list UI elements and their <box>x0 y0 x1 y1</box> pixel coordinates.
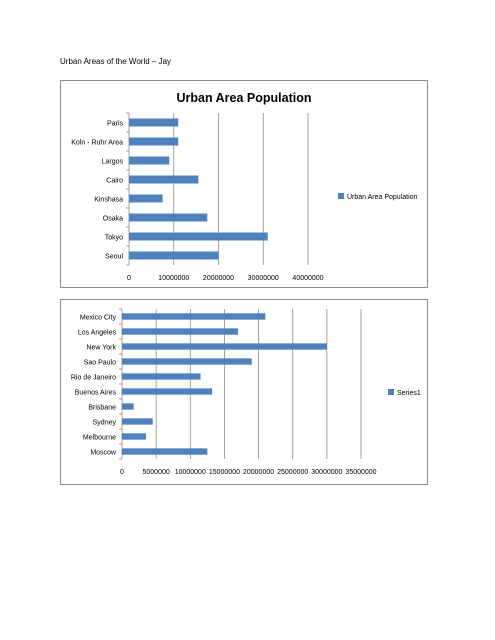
bar <box>129 175 199 184</box>
category-label: Koln - Ruhr Area <box>71 139 123 146</box>
x-tick-label: 5000000 <box>143 469 170 476</box>
bar <box>129 232 268 241</box>
bar <box>129 251 219 260</box>
legend-label: Series1 <box>397 390 421 397</box>
bar <box>122 403 134 410</box>
bar <box>129 118 179 127</box>
category-label: Brisbane <box>88 404 116 411</box>
x-tick-label: 10000000 <box>175 469 206 476</box>
category-label: Seoul <box>105 253 123 260</box>
category-label: New York <box>86 344 116 351</box>
category-label: Sydney <box>93 419 117 426</box>
x-tick-label: 20000000 <box>203 275 234 282</box>
category-label: Sao Paulo <box>84 359 116 366</box>
bar <box>129 213 208 222</box>
category-label: Tokyo <box>105 234 123 241</box>
x-tick-label: 20000000 <box>243 469 274 476</box>
x-tick-label: 40000000 <box>292 275 323 282</box>
x-tick-label: 30000000 <box>311 469 342 476</box>
x-tick-label: 0 <box>127 275 131 282</box>
category-label: Cairo <box>106 177 123 184</box>
bar <box>122 373 201 380</box>
x-tick-label: 10000000 <box>158 275 189 282</box>
chart-title: Urban Area Population <box>177 91 312 105</box>
category-label: Largos <box>102 158 124 165</box>
category-label: Melbourne <box>83 434 116 441</box>
chart-1-svg: Urban Area Population Paris Koln - Ruhr A… <box>71 91 418 282</box>
category-label: Rio de Janeiro <box>71 374 116 381</box>
bar <box>122 313 266 320</box>
x-tick-label: 15000000 <box>209 469 240 476</box>
urban-area-population-chart: Urban Area Population Paris Koln - Ruhr A… <box>60 80 428 288</box>
category-label: Kinshasa <box>94 196 123 203</box>
bar <box>129 137 179 146</box>
x-tick-label: 30000000 <box>248 275 279 282</box>
category-label: Paris <box>107 120 123 127</box>
legend-swatch <box>338 193 344 199</box>
x-tick-label: 35000000 <box>345 469 376 476</box>
bar <box>122 418 153 425</box>
category-label: Buenos Aires <box>75 389 117 396</box>
category-label: Mexico City <box>80 314 117 321</box>
bar <box>122 388 213 395</box>
bar <box>122 433 146 440</box>
x-tick-label: 25000000 <box>277 469 308 476</box>
bar <box>122 358 252 365</box>
bar <box>122 448 208 455</box>
document-title: Urban Areas of the World – Jay <box>60 57 172 66</box>
category-label: Osaka <box>103 215 123 222</box>
category-label: Los Angeles <box>78 329 117 336</box>
bar <box>122 328 239 335</box>
cities-series1-chart: Mexico City Los Angeles New York Sao Paulo R… <box>60 299 428 485</box>
bar <box>129 194 163 203</box>
bar <box>129 156 170 165</box>
category-label: Moscow <box>90 449 117 456</box>
x-tick-label: 0 <box>120 469 124 476</box>
chart-2-svg: Mexico City Los Angeles New York Sao Paulo R… <box>71 308 421 476</box>
bar <box>122 343 327 350</box>
legend-swatch <box>388 389 394 395</box>
legend-label: Urban Area Population <box>347 194 418 201</box>
